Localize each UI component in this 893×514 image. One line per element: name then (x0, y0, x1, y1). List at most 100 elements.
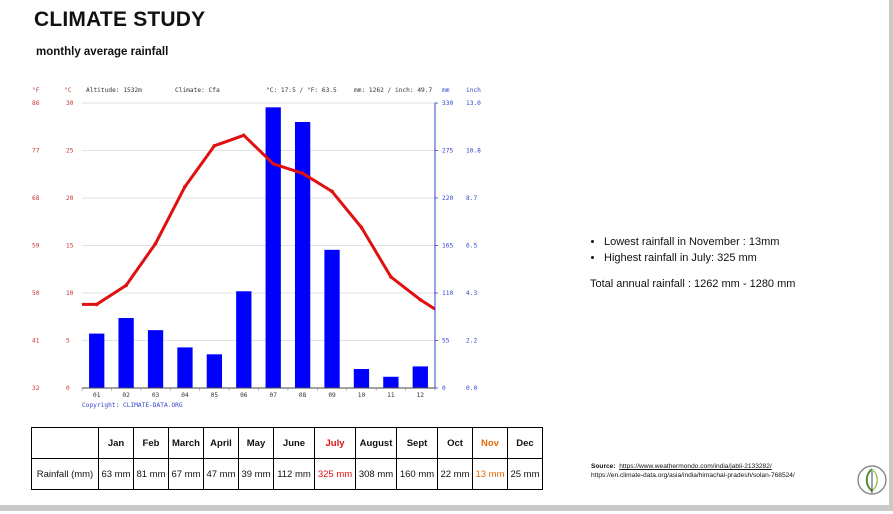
x-tick-label: 01 (93, 392, 101, 399)
rain-value: 67 mm (168, 458, 204, 490)
tick-label-mm: 220 (442, 195, 453, 202)
month-header: June (273, 427, 315, 459)
temperature-point (389, 275, 393, 279)
rainfall-bar (206, 354, 223, 388)
source-label: Source: (591, 463, 616, 470)
tick-label-mm: 330 (442, 100, 453, 107)
temperature-point (271, 162, 276, 166)
tick-label-f: 32 (32, 385, 40, 392)
note-total: Total annual rainfall : 1262 mm - 1280 m… (590, 278, 796, 290)
unit-mm-label: mm (442, 87, 450, 94)
tick-label-mm: 110 (442, 290, 453, 297)
tick-label-c: 5 (66, 338, 70, 345)
temperature-point (212, 143, 217, 148)
rain-value: 13 mm (472, 458, 508, 490)
temp-avg-label: °C: 17.5 / °F: 63.5 (266, 86, 337, 94)
x-tick-label: 03 (152, 392, 160, 399)
notes-panel: Lowest rainfall in November : 13mm Highe… (590, 236, 795, 290)
rain-value: 25 mm (507, 458, 543, 490)
row-label: Rainfall (mm) (31, 458, 99, 490)
source-link-2[interactable]: https://en.climate-data.org/asia/india/h… (591, 472, 795, 479)
rain-value: 112 mm (273, 458, 315, 490)
month-header: Feb (133, 427, 169, 459)
month-header: May (238, 427, 274, 459)
temperature-point (183, 184, 187, 189)
tick-label-c: 0 (66, 385, 70, 392)
x-tick-label: 02 (122, 392, 130, 399)
rain-value: 308 mm (355, 458, 397, 490)
temperature-point (94, 302, 99, 307)
tick-label-c: 25 (66, 148, 74, 155)
table-header-row: Jan Feb March April May June July August… (31, 427, 543, 459)
tick-label-f: 59 (32, 243, 40, 250)
rainfall-bar (147, 330, 164, 388)
rain-value: 325 mm (314, 458, 356, 490)
tick-label-mm: 55 (442, 338, 450, 345)
rainfall-bar (89, 333, 105, 388)
x-tick-label: 08 (299, 392, 307, 399)
rain-value: 47 mm (203, 458, 239, 490)
temperature-point (359, 225, 364, 230)
tick-label-inch: 4.3 (466, 290, 477, 297)
altitude-label: Altitude: 1532m (86, 87, 142, 94)
rainfall-bar (118, 318, 134, 388)
month-header: Sept (396, 427, 438, 459)
page-title: CLIMATE STUDY (34, 8, 206, 31)
tick-label-c: 20 (66, 195, 74, 202)
tick-label-f: 77 (32, 148, 40, 155)
tick-label-inch: 8.7 (466, 195, 477, 202)
rainfall-bar (324, 249, 340, 388)
rain-value: 63 mm (98, 458, 134, 490)
tick-label-inch: 10.8 (466, 148, 481, 155)
tick-label-mm: 165 (442, 243, 453, 250)
x-tick-label: 07 (269, 392, 277, 399)
month-header: July (314, 427, 356, 459)
temperature-point (300, 171, 305, 176)
x-tick-label: 11 (387, 392, 395, 399)
rain-avg-label: mm: 1262 / inch: 49.7 (354, 87, 433, 94)
unit-c-label: °C (64, 86, 72, 94)
source-block: Source: https://www.weathermondo.com/ind… (591, 462, 795, 480)
tick-label-f: 50 (32, 290, 40, 297)
x-tick-label: 10 (358, 392, 366, 399)
tick-label-c: 30 (66, 100, 74, 107)
tick-label-inch: 2.2 (466, 338, 477, 345)
month-header: Jan (98, 427, 134, 459)
rain-value: 39 mm (238, 458, 274, 490)
tick-label-inch: 6.5 (466, 243, 477, 250)
month-header: April (203, 427, 239, 459)
tick-label-mm: 0 (442, 385, 446, 392)
rainfall-bar (412, 366, 428, 388)
tick-label-inch: 13.0 (466, 100, 481, 107)
month-header: Dec (507, 427, 543, 459)
table-row: Rainfall (mm) 63 mm 81 mm 67 mm 47 mm 39… (31, 458, 543, 490)
rain-value: 160 mm (396, 458, 438, 490)
temperature-point (418, 297, 423, 302)
temperature-point (153, 241, 158, 246)
x-tick-label: 09 (328, 392, 336, 399)
month-header: August (355, 427, 397, 459)
x-tick-label: 05 (211, 392, 219, 399)
leaf-logo-icon (857, 465, 887, 495)
x-tick-label: 06 (240, 392, 248, 399)
month-header: March (168, 427, 204, 459)
tick-label-inch: 0.0 (466, 385, 477, 392)
note-highest: Highest rainfall in July: 325 mm (604, 252, 795, 264)
copyright-label: Copyright: CLIMATE-DATA.ORG (82, 402, 183, 409)
tick-label-f: 41 (32, 338, 40, 345)
rain-value: 81 mm (133, 458, 169, 490)
temperature-point (241, 133, 246, 138)
month-header: Nov (472, 427, 508, 459)
unit-inch-label: inch (466, 87, 481, 94)
rainfall-bar (383, 376, 399, 388)
rainfall-bar (236, 291, 252, 388)
tick-label-c: 15 (66, 243, 74, 250)
climate-label: Climate: Cfa (175, 87, 220, 94)
tick-label-c: 10 (66, 290, 74, 297)
unit-f-label: °F (32, 86, 40, 94)
rainfall-table: Jan Feb March April May June July August… (31, 427, 543, 490)
rainfall-bar (294, 122, 311, 388)
source-link-1[interactable]: https://www.weathermondo.com/india/jabli… (619, 463, 772, 470)
temperature-line (82, 133, 436, 311)
